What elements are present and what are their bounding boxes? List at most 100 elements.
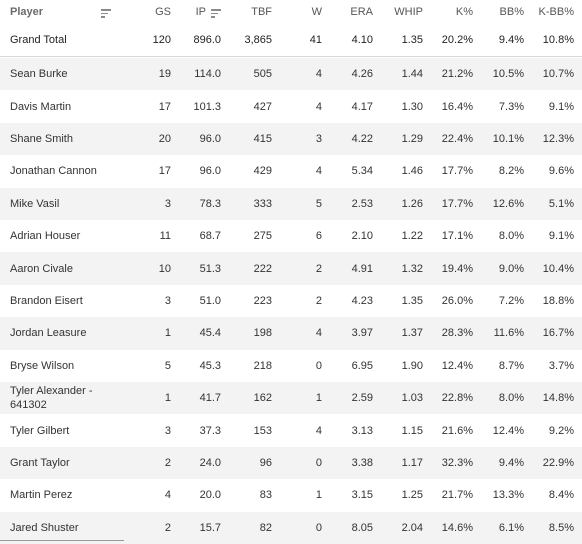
player-name[interactable]: Grant Taylor (10, 456, 70, 469)
player-name[interactable]: Aaron Civale (10, 262, 73, 275)
cell-tbf: 222 (253, 262, 272, 275)
cell-whip: 1.90 (401, 359, 423, 372)
cell-bb-pct: 8.0% (498, 230, 524, 243)
cell-k-pct: 17.1% (441, 230, 473, 243)
player-name[interactable]: Tyler Alexander - 641302 (10, 385, 93, 412)
cell-w: 6 (315, 230, 322, 243)
cell-era: 5.34 (351, 165, 373, 178)
cell-era: 4.23 (351, 294, 373, 307)
cell-gs: 3 (164, 424, 171, 437)
total-whip: 1.35 (401, 34, 423, 46)
cell-whip: 1.26 (401, 197, 423, 210)
table-row: Adrian Houser 11 68.7 275 6 2.10 1.22 17.1% 8.0%… (0, 220, 582, 252)
cell-ip: 24.0 (199, 456, 221, 469)
player-name[interactable]: Jordan Leasure (10, 327, 87, 340)
table-row: Davis Martin 17 101.3 427 4 4.17 1.30 16.4% 7.3%… (0, 90, 582, 122)
cell-kbb-pct: 3.7% (548, 359, 574, 372)
player-name[interactable]: Tyler Gilbert (10, 424, 70, 437)
player-name[interactable]: Mike Vasil (10, 197, 60, 210)
table-row: Sean Burke 19 114.0 505 4 4.26 1.44 21.2% 10.5% 1… (0, 58, 582, 91)
cell-bb-pct: 13.3% (492, 489, 524, 502)
cell-kbb-pct: 18.8% (542, 294, 574, 307)
cell-ip: 15.7 (199, 521, 221, 534)
cell-bb-pct: 8.7% (498, 359, 524, 372)
column-header-player[interactable]: Player (10, 6, 44, 18)
player-name[interactable]: Martin Perez (10, 489, 73, 502)
total-bb-pct: 9.4% (498, 34, 524, 46)
total-kbb-pct: 10.8% (542, 34, 574, 46)
column-header-k-pct[interactable]: K% (455, 6, 473, 18)
cell-k-pct: 14.6% (441, 521, 473, 534)
cell-tbf: 427 (253, 100, 272, 113)
cell-era: 6.95 (351, 359, 373, 372)
player-name[interactable]: Shane Smith (10, 132, 73, 145)
cell-w: 1 (315, 392, 322, 405)
cell-whip: 1.37 (401, 327, 423, 340)
cell-kbb-pct: 10.4% (542, 262, 574, 275)
player-name[interactable]: Brandon Eisert (10, 294, 83, 307)
cell-whip: 1.03 (401, 392, 423, 405)
cell-k-pct: 17.7% (441, 165, 473, 178)
cell-kbb-pct: 8.4% (548, 489, 574, 502)
player-name[interactable]: Davis Martin (10, 100, 72, 113)
column-header-kbb-pct[interactable]: K-BB% (538, 6, 574, 18)
cell-kbb-pct: 12.3% (542, 132, 574, 145)
cell-gs: 17 (158, 100, 171, 113)
cell-era: 2.59 (351, 392, 373, 405)
cell-bb-pct: 9.0% (498, 262, 524, 275)
table-row: Mike Vasil 3 78.3 333 5 2.53 1.26 17.7% 12.6% 5.1… (0, 187, 582, 220)
cell-ip: 51.3 (199, 262, 221, 275)
total-tbf: 3,865 (244, 34, 272, 46)
cell-k-pct: 19.4% (441, 262, 473, 275)
cell-era: 3.15 (351, 489, 373, 502)
cell-tbf: 96 (259, 456, 272, 469)
cell-w: 4 (315, 100, 322, 113)
cell-gs: 1 (164, 327, 171, 340)
cell-ip: 68.7 (199, 230, 221, 243)
cell-k-pct: 22.8% (441, 392, 473, 405)
column-header-gs[interactable]: GS (155, 6, 171, 18)
total-w: 41 (309, 34, 322, 46)
cell-kbb-pct: 9.1% (548, 230, 574, 243)
column-header-whip[interactable]: WHIP (394, 6, 423, 18)
sort-descending-icon[interactable] (211, 9, 221, 18)
cell-kbb-pct: 5.1% (548, 197, 574, 210)
player-name[interactable]: Sean Burke (10, 68, 68, 81)
cell-kbb-pct: 8.5% (548, 521, 574, 534)
player-name[interactable]: Bryse Wilson (10, 359, 75, 372)
sort-lines-icon[interactable] (101, 9, 111, 18)
player-name[interactable]: Adrian Houser (10, 230, 81, 243)
cell-gs: 3 (164, 197, 171, 210)
cell-whip: 1.30 (401, 100, 423, 113)
player-name[interactable]: Jared Shuster (10, 521, 79, 534)
column-header-w[interactable]: W (311, 6, 322, 18)
cell-ip: 20.0 (199, 489, 221, 502)
total-gs: 120 (152, 34, 171, 46)
cell-whip: 2.04 (401, 521, 423, 534)
player-name[interactable]: Jonathan Cannon (10, 165, 97, 178)
cell-k-pct: 28.3% (441, 327, 473, 340)
table-row: Tyler Gilbert 3 37.3 153 4 3.13 1.15 21.6% 12.4%… (0, 414, 582, 446)
column-header-bb-pct[interactable]: BB% (499, 6, 524, 18)
cell-ip: 45.3 (199, 359, 221, 372)
cell-kbb-pct: 10.7% (542, 68, 574, 81)
cell-w: 4 (315, 424, 322, 437)
grand-total-row: Grand Total 120 896.0 3,865 41 4.10 1.35… (0, 24, 582, 57)
cell-ip: 114.0 (194, 68, 221, 81)
cell-k-pct: 12.4% (441, 359, 473, 372)
column-header-tbf[interactable]: TBF (251, 6, 272, 18)
cell-kbb-pct: 9.2% (548, 424, 574, 437)
cell-gs: 17 (158, 165, 171, 178)
cell-k-pct: 22.4% (441, 132, 473, 145)
cell-era: 3.97 (351, 327, 373, 340)
cell-tbf: 415 (253, 132, 272, 145)
cell-kbb-pct: 16.7% (542, 327, 574, 340)
cell-tbf: 333 (253, 197, 272, 210)
cell-gs: 10 (158, 262, 171, 275)
cell-ip: 78.3 (199, 197, 221, 210)
column-header-era[interactable]: ERA (350, 6, 373, 18)
table-row: Brandon Eisert 3 51.0 223 2 4.23 1.35 26.0% 7.2%… (0, 285, 582, 317)
column-header-ip[interactable]: IP (195, 6, 206, 18)
cell-gs: 2 (164, 456, 171, 469)
